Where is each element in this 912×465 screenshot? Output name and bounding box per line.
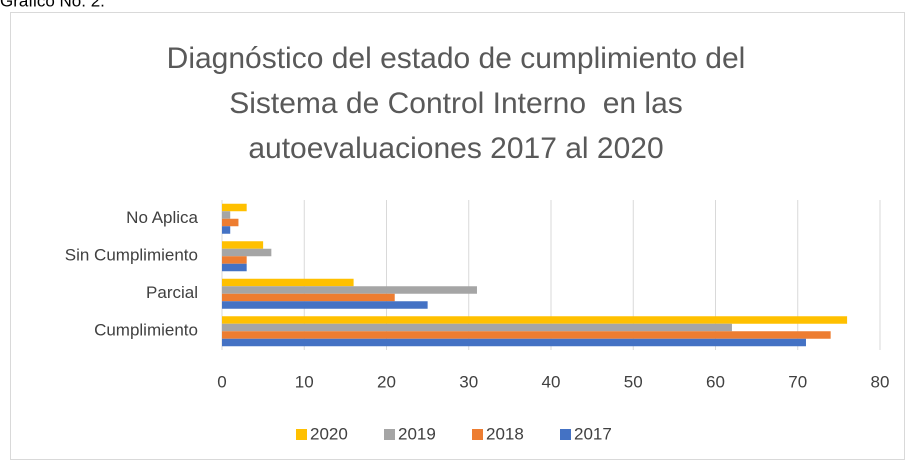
- legend-label: 2017: [574, 424, 612, 443]
- x-tick-label: 30: [459, 372, 478, 391]
- bar: [222, 241, 264, 249]
- chart-border: [10, 12, 905, 460]
- x-tick-label: 40: [542, 372, 561, 391]
- legend-swatch: [384, 429, 395, 440]
- x-tick-label: 70: [788, 372, 807, 391]
- bar: [222, 263, 247, 272]
- bar: [222, 218, 239, 227]
- bar: [222, 278, 354, 287]
- caption: Gráfico No. 2.: [0, 0, 105, 10]
- chart-title: autoevaluaciones 2017 al 2020: [248, 132, 663, 165]
- legend-label: 2020: [310, 424, 348, 443]
- bar: [222, 256, 247, 264]
- bar: [222, 293, 395, 302]
- bar: [222, 248, 272, 257]
- legend-swatch: [472, 429, 483, 440]
- bar: [222, 331, 831, 339]
- legend-swatch: [296, 429, 307, 440]
- bar: [222, 301, 428, 309]
- legend-swatch: [560, 429, 571, 440]
- legend-label: 2018: [486, 424, 524, 443]
- bar: [222, 226, 231, 234]
- bar: [222, 323, 732, 332]
- y-tick-label: Sin Cumplimiento: [65, 246, 198, 265]
- bar: [222, 203, 247, 212]
- x-tick-label: 20: [377, 372, 396, 391]
- bar: [222, 338, 806, 347]
- chart-title: Sistema de Control Interno en las: [229, 87, 683, 120]
- x-tick-label: 50: [624, 372, 643, 391]
- x-tick-label: 60: [706, 372, 725, 391]
- bar: [222, 286, 477, 294]
- legend-label: 2019: [398, 424, 436, 443]
- bar: [222, 316, 848, 324]
- x-tick-label: 0: [217, 372, 226, 391]
- x-tick-label: 80: [871, 372, 890, 391]
- y-tick-label: Parcial: [146, 283, 198, 302]
- bar: [222, 211, 231, 219]
- chart-title: Diagnóstico del estado de cumplimiento d…: [167, 42, 746, 75]
- x-tick-label: 10: [295, 372, 314, 391]
- y-tick-label: Cumplimiento: [94, 321, 198, 340]
- y-tick-label: No Aplica: [126, 208, 198, 227]
